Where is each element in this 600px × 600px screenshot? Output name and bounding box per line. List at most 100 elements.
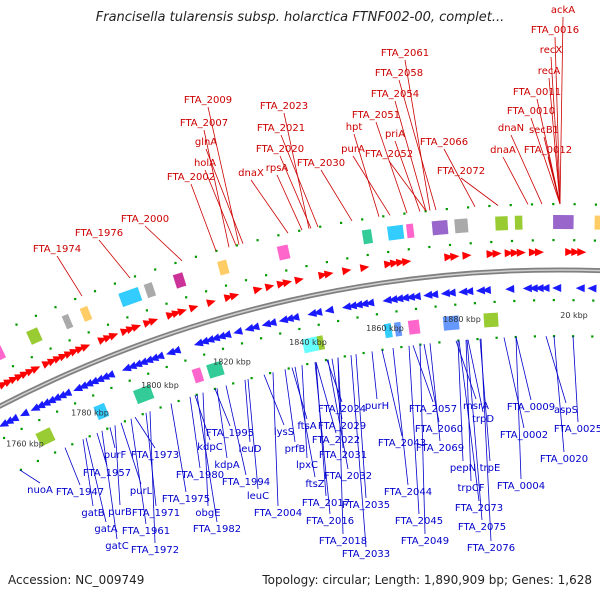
feature-block xyxy=(276,244,291,261)
reverse-gene-arrow xyxy=(35,400,46,409)
forward-gene-label: priA xyxy=(385,129,405,140)
reverse-gene-label: FTA_2022 xyxy=(312,435,360,446)
tick-mark xyxy=(194,255,197,258)
tick-mark xyxy=(141,413,144,416)
tick-mark xyxy=(287,367,290,370)
reverse-gene-arrow xyxy=(261,319,272,328)
forward-gene-label: purA xyxy=(341,144,365,155)
forward-gene-arrow xyxy=(8,376,19,385)
reverse-gene-label: FTA_1972 xyxy=(131,545,179,556)
tick-mark xyxy=(184,359,187,362)
tick-mark xyxy=(509,204,512,207)
reverse-label-leader xyxy=(284,369,296,443)
tick-mark xyxy=(15,323,18,326)
forward-gene-label: FTA_2030 xyxy=(297,158,345,169)
reverse-label-leader xyxy=(170,403,187,493)
reverse-gene-arrow xyxy=(121,363,132,372)
forward-label-leader xyxy=(280,134,319,228)
forward-gene-arrow xyxy=(389,259,400,268)
reverse-gene-arrow xyxy=(210,333,221,342)
reverse-label-leader xyxy=(247,378,259,490)
forward-label-leader xyxy=(559,16,564,205)
forward-gene-label: dnaX xyxy=(238,168,264,179)
reverse-gene-arrow xyxy=(528,284,538,293)
forward-gene-arrow xyxy=(188,304,199,313)
reverse-gene-arrow xyxy=(89,376,100,385)
scale-label: 1880 kbp xyxy=(443,315,481,324)
reverse-label-leader xyxy=(114,425,121,506)
feature-block xyxy=(454,218,469,234)
tick-mark xyxy=(20,427,23,430)
reverse-gene-label: ftsZ xyxy=(305,479,324,490)
tick-mark xyxy=(87,331,90,334)
reverse-gene-arrow xyxy=(51,393,62,401)
tick-mark xyxy=(533,335,536,338)
reverse-label-leader xyxy=(109,427,116,449)
forward-label-leader xyxy=(394,140,421,212)
reverse-gene-arrow xyxy=(221,330,232,338)
forward-label-leader xyxy=(190,183,217,252)
forward-gene-label: FTA_2021 xyxy=(257,123,305,134)
reverse-gene-label: FTA_1947 xyxy=(56,487,104,498)
reverse-label-leader xyxy=(196,394,218,523)
reverse-label-leader xyxy=(412,345,434,403)
tick-mark xyxy=(592,299,595,302)
tick-mark xyxy=(298,327,301,331)
reverse-gene-arrow xyxy=(199,336,210,345)
tick-mark xyxy=(552,239,555,242)
tick-mark xyxy=(552,203,555,206)
reverse-gene-arrow xyxy=(458,287,468,296)
scale-label: 1800 kbp xyxy=(141,381,179,390)
reverse-gene-arrow xyxy=(138,357,149,365)
reverse-gene-label: FTA_2044 xyxy=(384,487,432,498)
reverse-gene-label: lpxC xyxy=(296,460,318,471)
reverse-gene-arrow xyxy=(9,413,20,422)
tick-mark xyxy=(92,394,95,397)
tick-mark xyxy=(552,299,555,302)
tick-mark xyxy=(306,363,309,366)
forward-gene-arrow xyxy=(58,353,68,362)
reverse-gene-arrow xyxy=(149,353,160,362)
tick-mark xyxy=(362,351,365,355)
tick-mark xyxy=(400,346,403,349)
forward-gene-label: recA xyxy=(538,66,561,77)
forward-label-leader xyxy=(283,112,310,229)
forward-label-leader xyxy=(443,148,476,207)
reverse-label-leader xyxy=(327,359,349,470)
forward-gene-arrow xyxy=(30,366,41,374)
reverse-gene-label: nuoA xyxy=(27,485,53,496)
reverse-gene-arrow xyxy=(216,331,227,340)
tick-mark xyxy=(159,406,162,409)
tick-mark xyxy=(34,314,37,317)
reverse-label-leader xyxy=(194,395,211,441)
tick-mark xyxy=(488,204,491,208)
forward-gene-arrow xyxy=(462,251,472,260)
tick-mark xyxy=(185,296,188,299)
reverse-gene-arrow xyxy=(244,323,255,332)
tick-mark xyxy=(265,274,268,277)
reverse-gene-label: purB xyxy=(108,507,132,518)
forward-gene-labels: FTA_1974 FTA_1976 FTA_2000 FTA_2002 holA glnA… xyxy=(33,5,579,297)
tick-mark xyxy=(30,356,33,359)
forward-strand-arrows xyxy=(0,247,587,390)
reverse-gene-label: FTA_2032 xyxy=(324,471,372,482)
reverse-gene-label: FTA_1995 xyxy=(206,428,254,439)
forward-gene-arrow xyxy=(148,318,159,326)
reverse-gene-label: trpD xyxy=(472,414,494,425)
forward-gene-label: FTA_2058 xyxy=(375,68,423,79)
feature-block xyxy=(495,216,509,231)
reverse-gene-arrow xyxy=(4,416,15,425)
reverse-gene-label: FTA_2075 xyxy=(458,522,506,533)
forward-label-leader xyxy=(404,59,431,211)
reverse-label-leader xyxy=(408,345,420,515)
reverse-label-leader xyxy=(480,338,492,542)
tick-mark xyxy=(469,242,472,245)
reverse-gene-label: gatA xyxy=(94,524,117,535)
forward-gene-label: ackA xyxy=(551,5,575,16)
tick-mark xyxy=(467,206,470,209)
reverse-gene-arrow xyxy=(143,355,154,363)
reverse-gene-label: FTA_2031 xyxy=(319,450,367,461)
reverse-gene-arrow xyxy=(359,299,369,308)
tick-mark xyxy=(403,212,406,215)
reverse-label-leader xyxy=(457,340,464,462)
